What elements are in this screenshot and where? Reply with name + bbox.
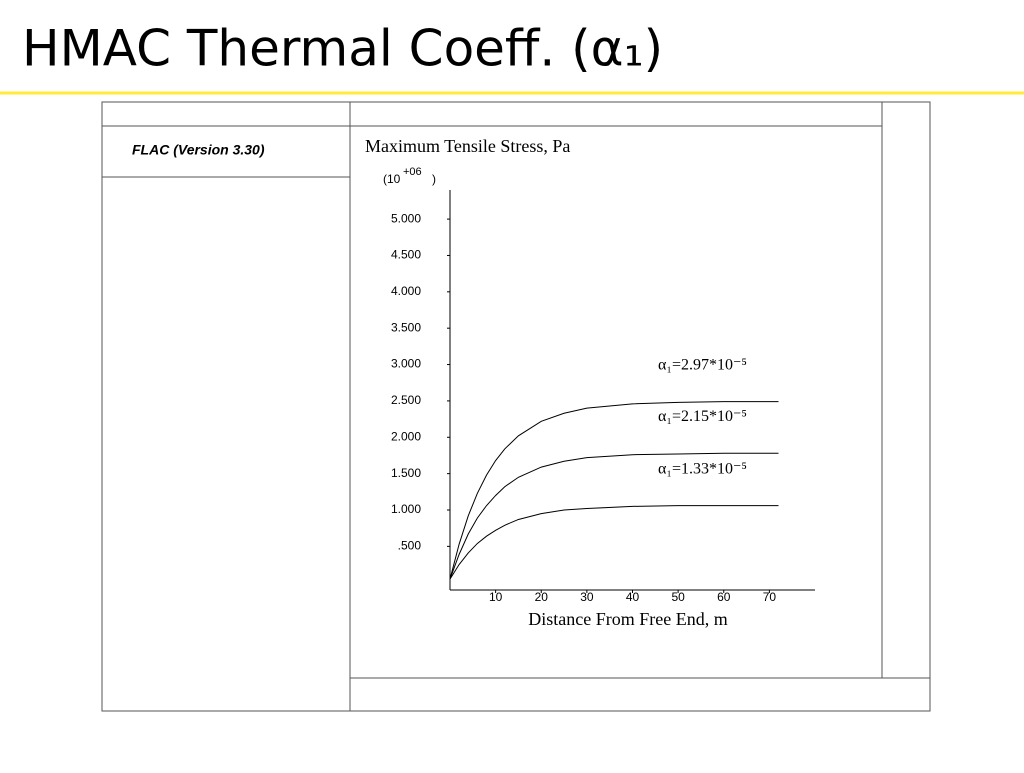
y-multiplier-close: ): [432, 172, 436, 186]
frame: [101, 101, 931, 712]
series-line: [449, 505, 779, 580]
x-axis-label: Distance From Free End, m: [528, 609, 727, 629]
series-label: α₁=2.15*10⁻⁵: [658, 408, 747, 425]
chart-title: Maximum Tensile Stress, Pa: [365, 136, 570, 156]
x-tick-label: 20: [535, 590, 549, 604]
series-label: α₁=2.97*10⁻⁵: [658, 356, 747, 373]
y-tick-label: 1.000: [391, 502, 421, 516]
x-tick-label: 70: [763, 590, 777, 604]
y-tick-label: 2.500: [391, 393, 421, 407]
y-multiplier: (10: [383, 172, 401, 186]
y-tick-label: 3.000: [391, 357, 421, 371]
x-tick-label: 10: [489, 590, 503, 604]
x-tick-label: 50: [671, 590, 685, 604]
y-tick-label: 2.000: [391, 429, 421, 443]
slide-title: HMAC Thermal Coeff. (α₁): [22, 20, 663, 78]
y-tick-label: 4.500: [391, 248, 421, 262]
series-line: [449, 401, 779, 580]
series-label: α₁=1.33*10⁻⁵: [658, 460, 747, 477]
x-tick-label: 40: [626, 590, 640, 604]
y-tick-label: .500: [398, 539, 422, 553]
x-tick-label: 60: [717, 590, 731, 604]
panel-label: FLAC (Version 3.30): [132, 142, 265, 158]
x-tick-label: 30: [580, 590, 594, 604]
y-tick-label: 4.000: [391, 284, 421, 298]
y-tick-label: 5.000: [391, 211, 421, 225]
y-multiplier-exp: +06: [403, 166, 422, 178]
y-tick-label: 1.500: [391, 466, 421, 480]
series-line: [449, 452, 779, 580]
y-tick-label: 3.500: [391, 320, 421, 334]
